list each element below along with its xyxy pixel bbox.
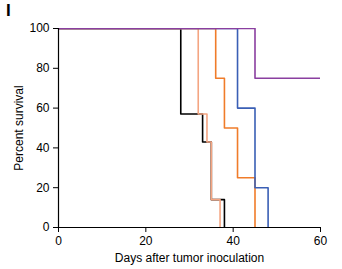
svg-text:Percent survival: Percent survival <box>12 85 26 170</box>
svg-text:80: 80 <box>36 61 50 75</box>
svg-text:40: 40 <box>36 141 50 155</box>
svg-text:100: 100 <box>29 22 49 35</box>
html-text:I: I <box>6 1 11 20</box>
svg-text:40: 40 <box>226 234 240 248</box>
svg-text:0: 0 <box>55 234 62 248</box>
svg-text:20: 20 <box>36 181 50 195</box>
svg-text:60: 60 <box>36 101 50 115</box>
svg-text:60: 60 <box>314 234 328 248</box>
svg-text:Days after tumor inoculation: Days after tumor inoculation <box>115 251 264 265</box>
svg-text:20: 20 <box>139 234 153 248</box>
svg-text:0: 0 <box>43 220 50 234</box>
